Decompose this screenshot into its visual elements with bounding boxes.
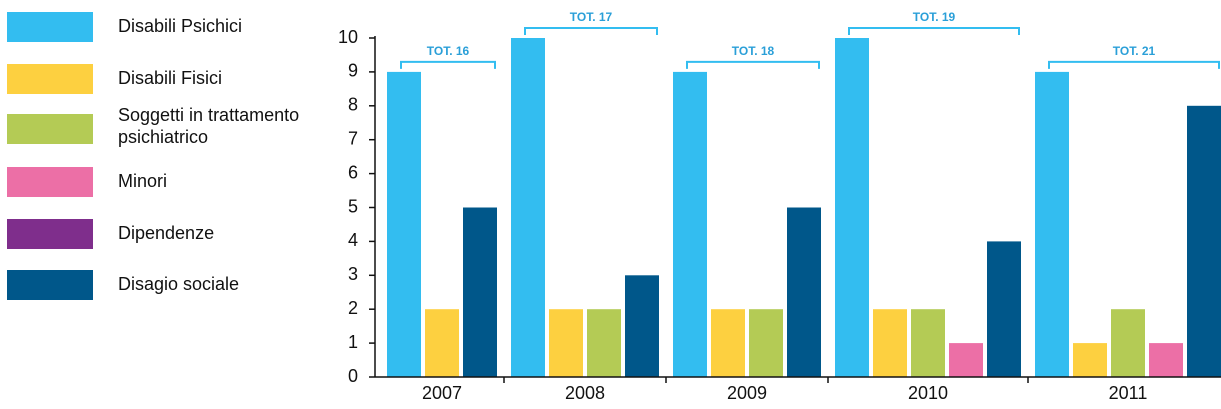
x-tick-label: 2011 [1109,383,1148,403]
bar [511,38,545,377]
bar [387,71,421,378]
y-tick-label: 0 [348,366,358,386]
bar [1187,105,1221,378]
bar [425,309,459,377]
y-tick-label: 10 [338,27,358,47]
legend-swatch [7,12,93,42]
legend-swatch [7,270,93,300]
y-tick-label: 1 [348,332,358,352]
bar [673,71,707,378]
legend-swatch [7,167,93,197]
bar [1111,309,1145,377]
total-label: TOT. 17 [570,10,613,24]
legend-label: Dipendenze [118,223,214,243]
bar [749,309,783,377]
total-bracket [524,27,658,35]
legend-label: Disagio sociale [118,274,239,294]
y-tick-label: 4 [348,230,358,250]
total-label: TOT. 21 [1113,44,1156,58]
total-label: TOT. 16 [427,44,470,58]
bar [949,343,983,377]
total-bracket [1048,60,1220,69]
bar [835,38,869,377]
y-tick-label: 9 [348,61,358,81]
bar [911,309,945,377]
y-tick-label: 7 [348,128,358,148]
bar [625,275,659,377]
bar [873,309,907,377]
bar [1035,71,1069,378]
bar [587,309,621,377]
legend-label: Soggetti in trattamento psichiatrico [118,105,299,147]
legend-label: Minori [118,171,167,191]
y-tick-label: 5 [348,196,358,216]
legend-swatch [7,64,93,94]
total-label: TOT. 19 [913,10,956,24]
x-tick-label: 2008 [565,383,605,403]
total-bracket [848,27,1020,35]
bar [711,309,745,377]
y-tick-label: 3 [348,264,358,284]
legend-swatch [7,219,93,249]
x-tick-label: 2007 [422,383,462,403]
legend-label: Disabili Psichici [118,16,242,36]
bar [549,309,583,377]
bar [1073,343,1107,377]
y-tick-label: 6 [348,162,358,182]
total-bracket [686,60,820,69]
y-tick-label: 2 [348,298,358,318]
x-tick-label: 2010 [908,383,948,403]
bar [987,241,1021,377]
x-tick-label: 2009 [727,383,767,403]
bar [1149,343,1183,377]
total-label: TOT. 18 [732,44,775,58]
bar [463,207,497,377]
legend-swatch [7,114,93,144]
legend-label: Disabili Fisici [118,68,222,88]
total-bracket [400,60,496,69]
bar [787,207,821,377]
y-tick-label: 8 [348,95,358,115]
